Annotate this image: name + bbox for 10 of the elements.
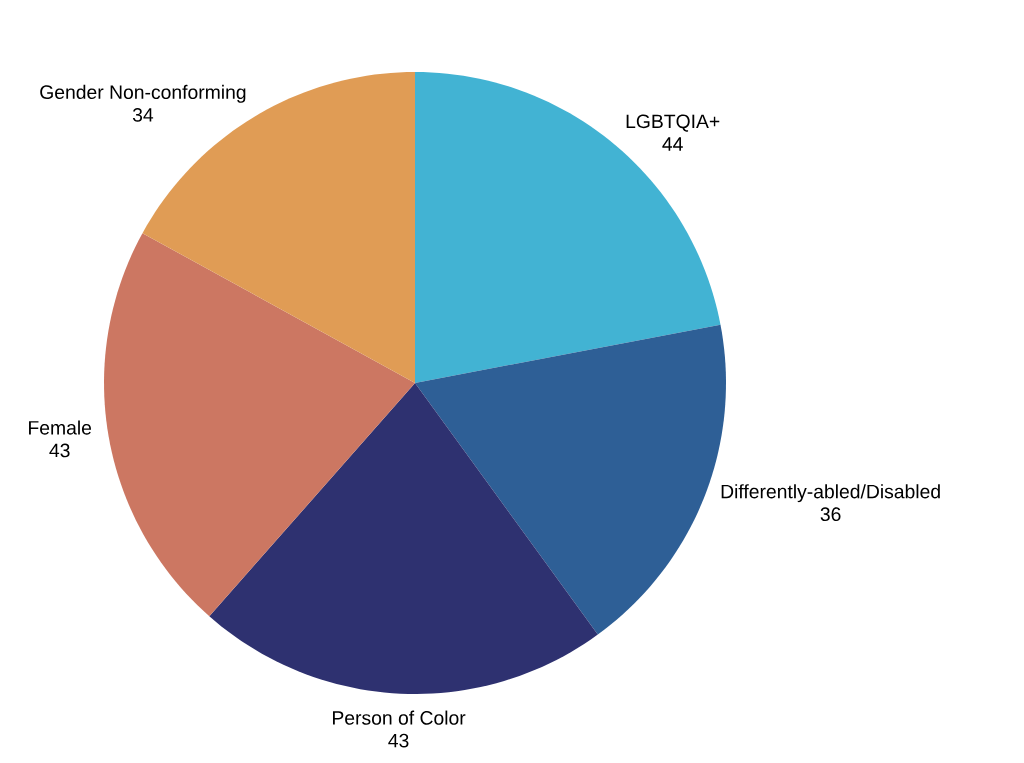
data-label: 34	[132, 107, 154, 122]
slice-label: LGBTQIA+	[626, 114, 720, 132]
data-label: 44	[662, 137, 683, 151]
slice-label: Differently-abled/Disabled	[721, 484, 940, 503]
data-label: 36	[820, 507, 841, 522]
slice-label: Person of Color	[333, 710, 466, 725]
slice-label: Gender Non-conforming	[40, 84, 246, 103]
slice-label: Female	[29, 420, 92, 435]
data-label: 43	[49, 443, 70, 458]
data-label: 43	[388, 733, 409, 748]
